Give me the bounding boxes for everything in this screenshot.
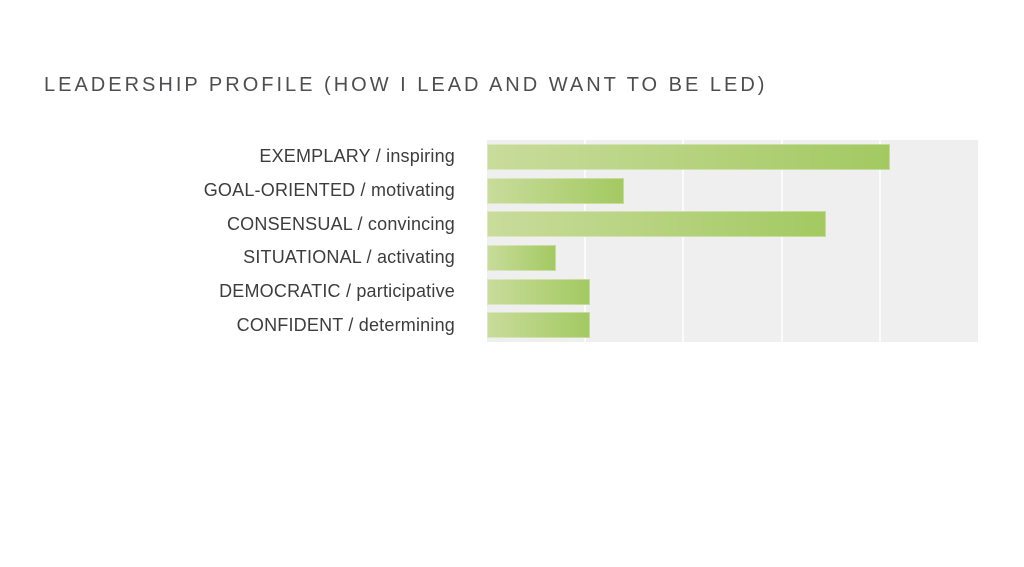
category-label: GOAL-ORIENTED / motivating <box>203 180 455 200</box>
gridline <box>780 140 783 342</box>
gridline <box>682 140 685 342</box>
category-labels: EXEMPLARY / inspiring GOAL-ORIENTED / mot… <box>0 140 455 342</box>
bar <box>487 244 556 271</box>
bar-chart: EXEMPLARY / inspiring GOAL-ORIENTED / mot… <box>0 140 978 342</box>
bar <box>487 177 625 204</box>
category-label: EXEMPLARY / inspiring <box>259 146 455 167</box>
bar-row <box>487 207 978 241</box>
category-label: CONFIDENT / determining <box>236 314 455 335</box>
bar <box>487 312 591 339</box>
bar-row <box>487 308 978 342</box>
bar <box>487 143 890 170</box>
plot-area <box>487 140 978 342</box>
bar-row <box>487 140 978 174</box>
bar <box>487 278 591 305</box>
category-label: SITUATIONAL / activating <box>243 247 455 268</box>
gridline <box>584 140 587 342</box>
category-label: CONSENSUAL / convincing <box>226 213 455 234</box>
bar-row <box>487 275 978 309</box>
bar-row <box>487 174 978 208</box>
category-label: DEMOCRATIC / participative <box>219 281 455 302</box>
bar <box>487 211 826 238</box>
bar-row <box>487 241 978 275</box>
gridline <box>878 140 881 342</box>
chart-title: LEADERSHIP PROFILE (HOW I LEAD AND WANT … <box>44 74 768 96</box>
